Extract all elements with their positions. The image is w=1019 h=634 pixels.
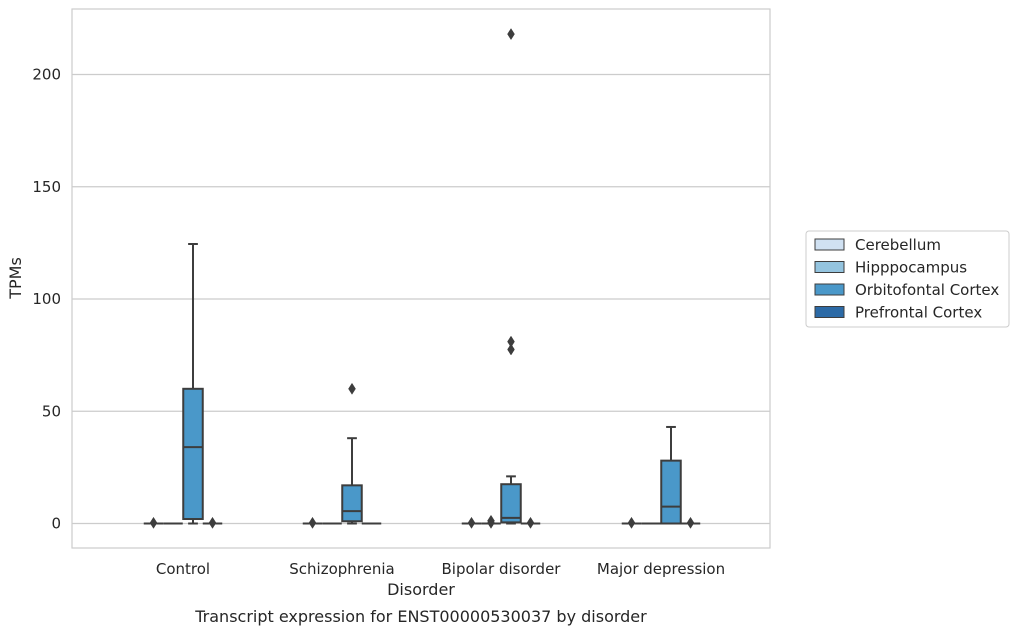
y-tick-label: 150 bbox=[32, 178, 61, 196]
outlier-point bbox=[507, 28, 515, 41]
x-axis-ticks: Control Schizophrenia Bipolar disorder Majo… bbox=[156, 560, 725, 578]
box-body bbox=[500, 483, 522, 524]
legend-swatch bbox=[814, 306, 845, 318]
legend-frame bbox=[805, 230, 1010, 328]
outlier-point bbox=[627, 516, 636, 529]
outlier-point bbox=[686, 516, 695, 529]
x-tick-label: Bipolar disorder bbox=[442, 560, 562, 578]
box-0-0 bbox=[143, 516, 164, 529]
legend: Cerebellum Hipppocampus Orbitofontal Corte… bbox=[805, 230, 1010, 328]
box-0-2 bbox=[182, 242, 204, 525]
box-body bbox=[341, 484, 363, 523]
box-3-3 bbox=[680, 516, 701, 529]
box-body bbox=[182, 387, 204, 521]
y-axis-ticks: 0 50 100 150 200 bbox=[32, 66, 61, 533]
box-2-2 bbox=[500, 28, 522, 525]
outlier-point bbox=[507, 335, 515, 348]
box-3-2 bbox=[660, 425, 682, 525]
figure-caption: Transcript expression for ENST0000053003… bbox=[194, 607, 647, 626]
outlier-point bbox=[507, 343, 515, 356]
outlier-point bbox=[208, 516, 217, 529]
x-tick-label: Major depression bbox=[597, 560, 725, 578]
legend-label: Orbitofontal Cortex bbox=[855, 281, 999, 299]
outlier-point bbox=[487, 514, 495, 527]
legend-swatch bbox=[814, 261, 845, 273]
outlier-point bbox=[348, 382, 356, 395]
plot-area-frame bbox=[71, 8, 771, 549]
outlier-point bbox=[308, 516, 317, 529]
y-tick-label: 100 bbox=[32, 290, 61, 308]
x-axis-label: Disorder bbox=[387, 580, 455, 599]
legend-label: Hipppocampus bbox=[855, 259, 967, 277]
y-tick-label: 200 bbox=[32, 66, 61, 84]
box-3-0 bbox=[621, 516, 642, 529]
x-tick-label: Schizophrenia bbox=[289, 560, 394, 578]
y-axis-label: TPMs bbox=[6, 257, 25, 300]
box-0-3 bbox=[202, 516, 223, 529]
box-2-3 bbox=[520, 516, 541, 529]
box-2-1 bbox=[481, 514, 501, 529]
grid-lines bbox=[72, 73, 770, 525]
outlier-point bbox=[467, 516, 476, 529]
legend-swatch bbox=[814, 238, 845, 251]
outlier-point bbox=[526, 516, 535, 529]
box-2-0 bbox=[461, 516, 482, 529]
outlier-point bbox=[149, 516, 158, 529]
box-body bbox=[660, 459, 682, 525]
y-tick-label: 0 bbox=[51, 515, 61, 533]
box-1-2 bbox=[341, 382, 363, 525]
box-1-0 bbox=[302, 516, 323, 529]
x-tick-label: Control bbox=[156, 560, 210, 578]
y-tick-label: 50 bbox=[42, 402, 61, 420]
legend-label: Prefrontal Cortex bbox=[855, 304, 982, 322]
box-layer bbox=[143, 28, 701, 529]
legend-label: Cerebellum bbox=[855, 236, 941, 254]
legend-swatch bbox=[814, 283, 845, 296]
